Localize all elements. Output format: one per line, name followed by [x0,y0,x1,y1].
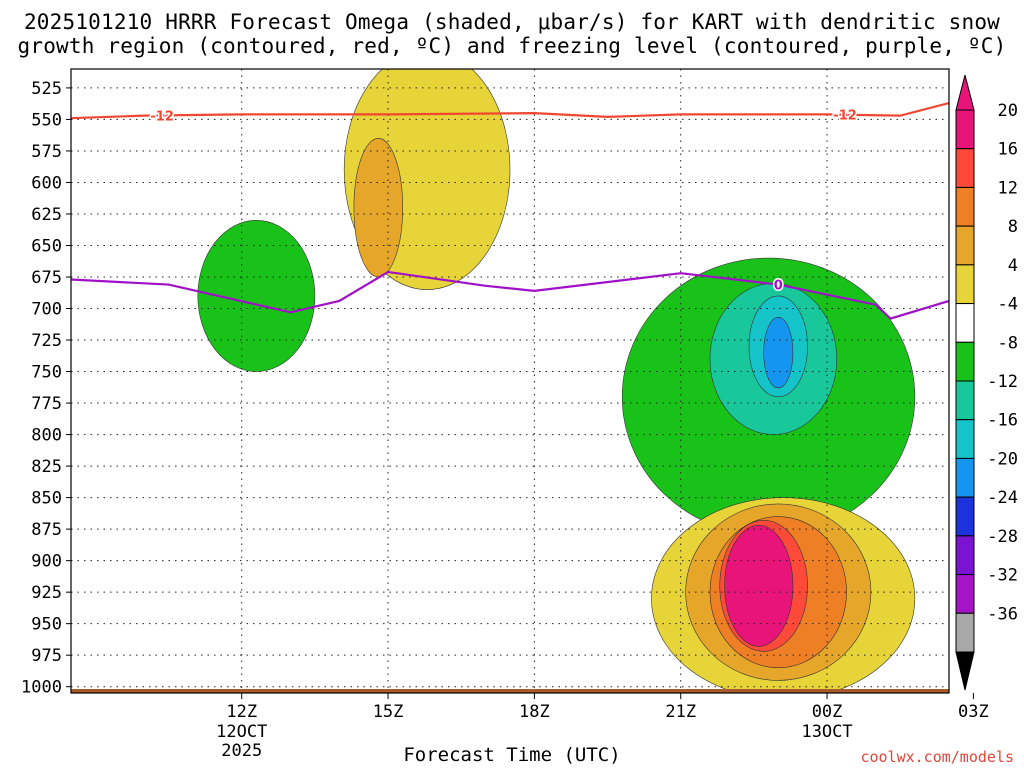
temperature-contours: -12 -12 0 [71,101,949,320]
pressure-tick-label: 575 [31,142,62,162]
colorbar-min-arrow [955,651,975,691]
pressure-tick-label: 700 [31,300,62,320]
pressure-tick-label: 775 [31,394,62,414]
colorbar-segment [955,496,975,537]
pressure-tick-label: 625 [31,205,62,225]
omega-field [71,69,949,693]
pressure-tick-label: 850 [31,489,62,509]
pressure-tick-label: 975 [31,646,62,666]
colorbar-segment [955,109,975,150]
pressure-tick-label: 950 [31,615,62,635]
plot-frame [70,68,950,694]
colorbar-label: 4 [1008,256,1018,276]
ground-strip [71,689,949,693]
time-tick-label: 18Z [519,702,550,722]
chart-title-line1: 2025101210 HRRR Forecast Omega (shaded, … [23,10,1001,34]
dgz-contour-label: -12 [150,110,174,125]
pressure-tick-label: 925 [31,583,62,603]
omega-region-1 [353,138,403,278]
pressure-tick-label: 750 [31,363,62,383]
colorbar-label: -12 [987,372,1018,392]
colorbar-label: -4 [998,295,1018,315]
colorbar-segment [955,574,975,614]
freezing-level-line [71,270,949,320]
colorbar-segment [955,457,975,498]
pressure-axis: 525 550 575 600 625 650 675 700 725 750 775 800 825 8… [21,79,71,698]
year-label: 2025 [221,741,262,761]
time-tick-label: 03Z [958,702,989,722]
colorbar-label: 12 [998,178,1018,198]
time-tick-label: 12Z [226,702,257,722]
chart-title-line2: growth region (contoured, red, ºC) and f… [17,34,1007,58]
dgz-contour-line [71,101,949,120]
colorbar-segment [955,225,975,266]
colorbar-label: -16 [987,411,1018,431]
time-tick-label: 00Z [812,702,843,722]
colorbar-label: 16 [998,140,1018,160]
credit-link[interactable]: coolwx.com/models [860,748,1014,766]
colorbar-label: -24 [987,488,1018,508]
pressure-tick-label: 900 [31,552,62,572]
colorbar-segment [955,612,975,653]
date-label: 13OCT [801,722,852,742]
colorbar-label: 8 [1008,217,1018,237]
pressure-tick-label: 600 [31,173,62,193]
colorbar-segment [955,380,975,421]
omega-region-2 [197,219,316,372]
colorbar-label: -8 [998,333,1018,353]
time-tick-label: 21Z [665,702,696,722]
date-label: 12OCT [216,722,267,742]
x-axis-label: Forecast Time (UTC) [403,744,621,766]
grid-lines [71,69,949,693]
colorbar-segment [955,303,975,343]
colorbar-segment [955,341,975,382]
omega-region-11 [724,525,794,647]
pressure-tick-label: 650 [31,236,62,256]
colorbar-segment [955,186,975,227]
colorbar-label: 20 [998,101,1018,121]
pressure-tick-label: 825 [31,457,62,477]
colorbar-max-arrow [955,74,975,111]
dgz-contour-label: -12 [833,108,857,123]
omega-region-6 [763,317,794,389]
pressure-tick-label: 875 [31,520,62,540]
colorbar-segment [955,148,975,188]
colorbar: 20 16 12 8 4 -4 -8 -12 -16 -20 -24 -28 -32 -36 [955,74,1018,691]
colorbar-segment [955,264,975,305]
colorbar-label: -32 [987,566,1018,586]
colorbar-segment [955,535,975,576]
pressure-tick-label: 725 [31,331,62,351]
pressure-tick-label: 800 [31,426,62,446]
pressure-tick-label: 525 [31,79,62,99]
freezing-contour-label: 0 [774,279,783,294]
pressure-tick-label: 1000 [21,678,62,698]
colorbar-segment [955,419,975,459]
colorbar-label: -20 [987,449,1018,469]
pressure-tick-label: 675 [31,268,62,288]
time-tick-label: 15Z [373,702,404,722]
colorbar-label: -28 [987,527,1018,547]
colorbar-label: -36 [987,604,1018,624]
pressure-tick-label: 550 [31,110,62,130]
